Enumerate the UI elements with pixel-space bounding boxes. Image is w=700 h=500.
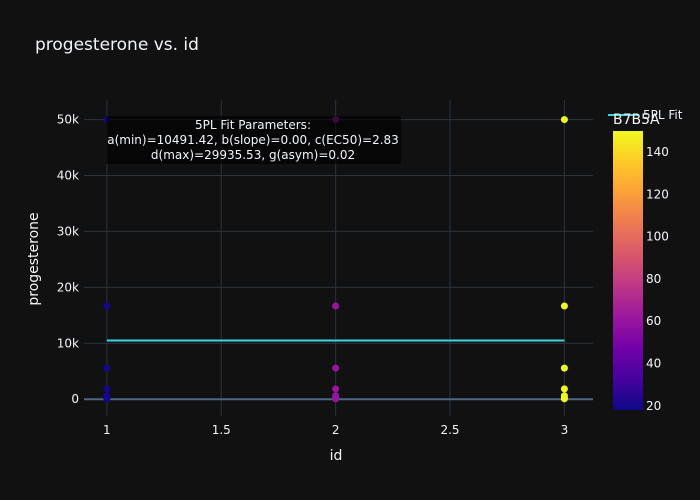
data-point[interactable] — [332, 364, 340, 372]
data-point[interactable] — [560, 395, 568, 403]
annotation-line: d(max)=29935.53, g(asym)=0.02 — [151, 148, 355, 162]
y-tick-label: 30k — [57, 224, 79, 238]
data-point[interactable] — [560, 364, 568, 372]
plot-area: 1 1.5 2 2.5 3 0 10k 20k 30k 40k 50k 5PL Fit Paramet… — [57, 100, 593, 437]
annotation-line: 5PL Fit Parameters: — [195, 118, 311, 132]
data-point[interactable] — [332, 395, 340, 403]
data-point[interactable] — [103, 395, 111, 403]
y-tick-label: 10k — [57, 336, 79, 350]
x-tick-label: 2 — [332, 423, 340, 437]
y-tick-label: 50k — [57, 113, 79, 127]
data-point[interactable] — [332, 302, 340, 310]
data-point[interactable] — [103, 302, 111, 310]
colorbar: 20 40 60 80 100 120 140 — [613, 131, 669, 413]
colorbar-tick-label: 80 — [646, 272, 661, 286]
data-point[interactable] — [560, 116, 568, 124]
legend: 5PL Fit — [608, 108, 683, 122]
x-tick-label: 2.5 — [440, 423, 459, 437]
y-tick-label: 40k — [57, 169, 79, 183]
annotation-line: a(min)=10491.42, b(slope)=0.00, c(EC50)=… — [107, 133, 399, 147]
data-point[interactable] — [560, 385, 568, 393]
colorbar-title: B7B5A — [613, 112, 660, 128]
colorbar-tick-label: 100 — [646, 230, 669, 244]
data-point[interactable] — [103, 385, 111, 393]
y-axis-label: progesterone — [26, 212, 42, 305]
x-tick-label: 3 — [561, 423, 569, 437]
data-point[interactable] — [332, 385, 340, 393]
y-tick-label: 0 — [71, 392, 79, 406]
annotation-box — [106, 116, 401, 164]
data-point[interactable] — [103, 364, 111, 372]
x-tick-label: 1.5 — [212, 423, 231, 437]
colorbar-tick-label: 40 — [646, 357, 661, 371]
colorbar-tick-label: 20 — [646, 399, 661, 413]
colorbar-tick-label: 140 — [646, 145, 669, 159]
y-tick-label: 20k — [57, 280, 79, 294]
colorbar-scale — [613, 131, 643, 410]
data-point[interactable] — [560, 302, 568, 310]
legend-entry-5pl-fit[interactable]: 5PL Fit — [643, 108, 683, 122]
colorbar-tick-label: 120 — [646, 187, 669, 201]
chart-title: progesterone vs. id — [35, 35, 199, 55]
colorbar-tick-label: 60 — [646, 314, 661, 328]
x-axis-label: id — [330, 448, 343, 464]
x-tick-label: 1 — [103, 423, 111, 437]
